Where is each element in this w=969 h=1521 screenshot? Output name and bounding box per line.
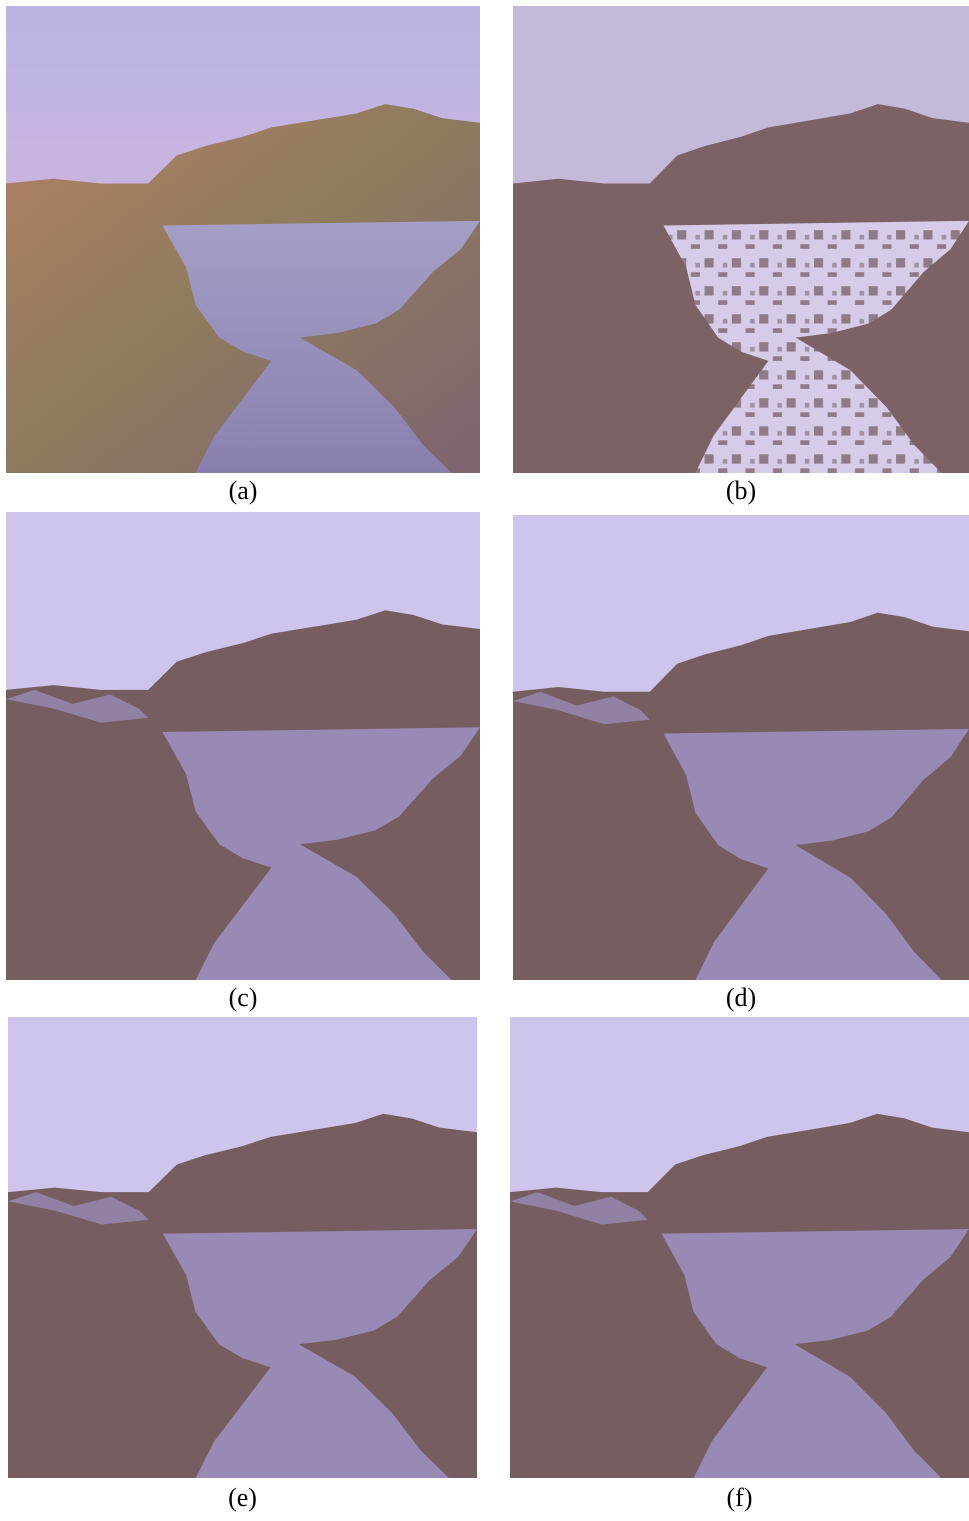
figure: (a) (b) (c) (d) (e) (f) [0, 0, 969, 1516]
panel-image [6, 512, 480, 980]
caption: (f) [727, 1483, 753, 1512]
panel-image [6, 6, 480, 473]
image-area [513, 6, 969, 473]
image-area [8, 1017, 477, 1478]
panel-image [513, 515, 969, 980]
caption: (a) [229, 476, 258, 505]
caption: (c) [229, 983, 258, 1012]
image-area [6, 512, 480, 980]
panel-image [513, 6, 969, 473]
image-area [513, 515, 969, 980]
caption: (b) [726, 476, 756, 505]
caption: (d) [726, 983, 756, 1012]
panel-image [510, 1017, 969, 1478]
page: (a)(b)(c)(d)(e)(f) (() => { const data =… [0, 0, 969, 1516]
panel-image [8, 1017, 477, 1478]
image-area [6, 6, 480, 473]
caption: (e) [228, 1483, 257, 1512]
image-area [510, 1017, 969, 1478]
